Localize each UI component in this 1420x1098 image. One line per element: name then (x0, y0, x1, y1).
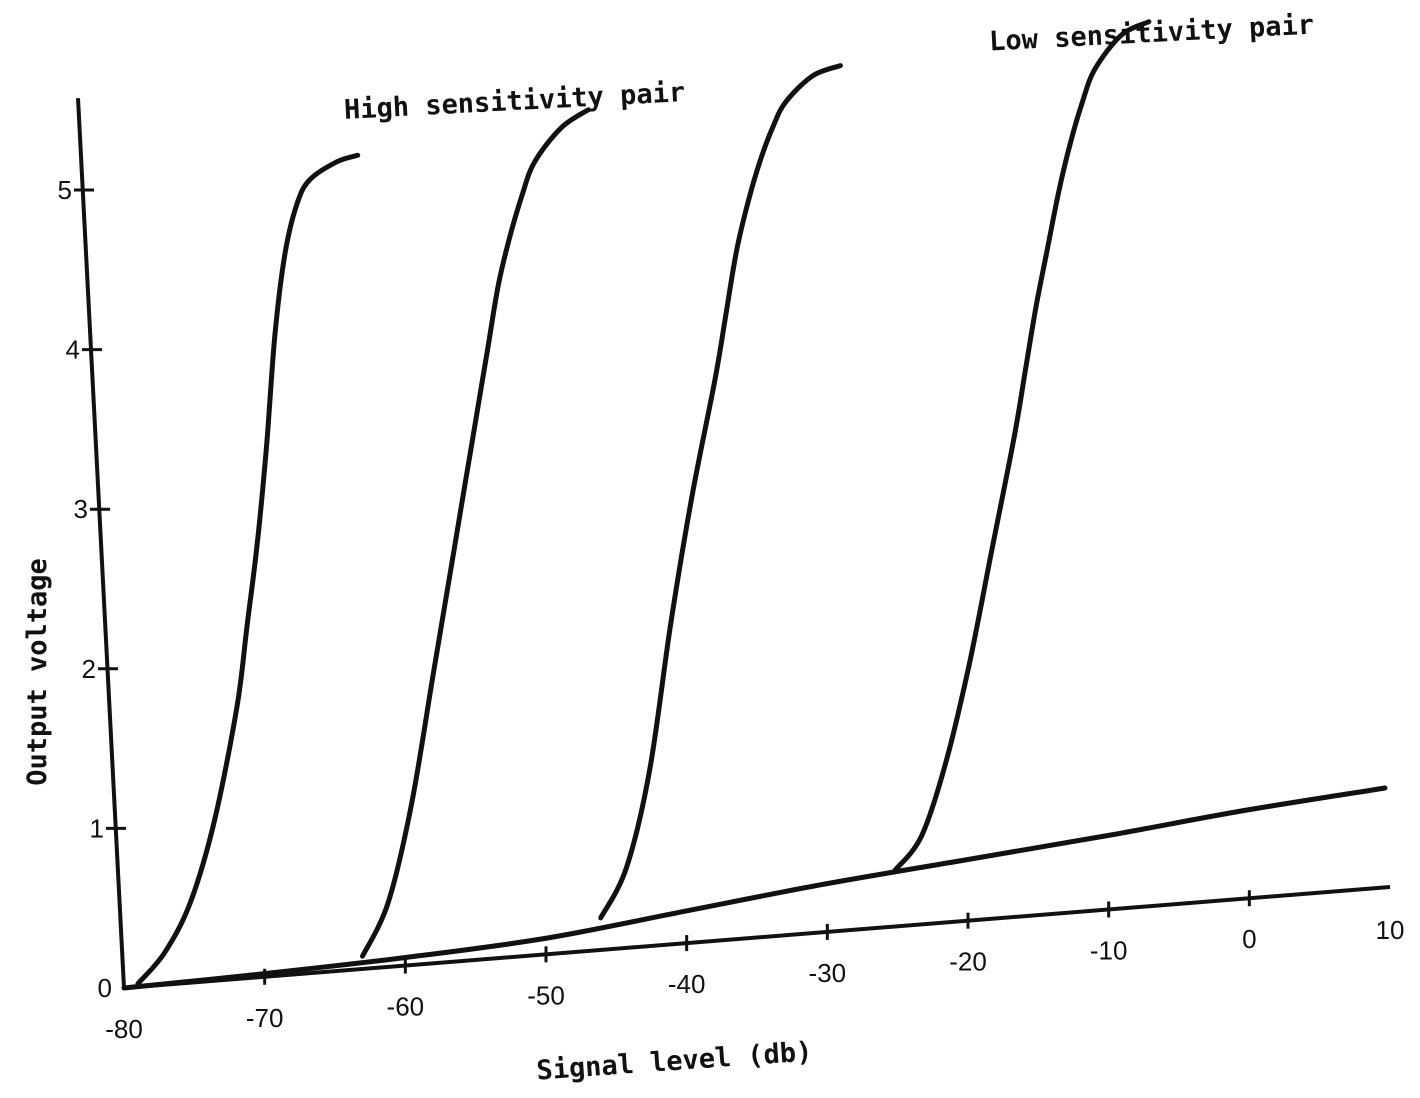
annotation-low-sensitivity: Low sensitivity pair (988, 10, 1314, 58)
x-tick-label: -60 (387, 992, 425, 1022)
y-tick-label: 5 (58, 175, 72, 205)
baseline-series (121, 785, 1388, 991)
series-line-1 (135, 152, 361, 987)
series-line-2 (360, 107, 591, 959)
x-tick-label: -10 (1090, 935, 1128, 965)
x-tick-label: -70 (246, 1003, 284, 1033)
y-tick-label: 3 (74, 494, 88, 524)
x-tick-label: -20 (949, 947, 987, 977)
x-tick-label: -50 (527, 980, 565, 1010)
series-line-3 (598, 63, 843, 921)
y-tick-label: 1 (90, 813, 104, 843)
x-axis (123, 885, 1391, 990)
y-tick-label: 0 (98, 973, 112, 1003)
curves (121, 19, 1388, 991)
annotation-high-sensitivity: High sensitivity pair (343, 77, 686, 126)
x-tick-label: 0 (1242, 924, 1256, 954)
x-tick-label: 10 (1376, 915, 1405, 945)
x-axis-label: Signal level (db) (535, 1036, 813, 1086)
axes (76, 98, 1391, 990)
y-axis-label: Output voltage (22, 558, 53, 786)
y-tick-label: 2 (82, 654, 96, 684)
y-axis (76, 98, 126, 989)
series-line-4 (892, 19, 1152, 873)
x-tick-label: -40 (668, 969, 706, 999)
x-tick-label: -80 (105, 1014, 143, 1044)
ticks: -80 -70 -60 -50 -40 -30 -20 -10 0 10 0 1 2 3 4 5 (58, 175, 1405, 1044)
x-tick-label: -30 (809, 958, 847, 988)
y-tick-label: 4 (66, 335, 80, 365)
